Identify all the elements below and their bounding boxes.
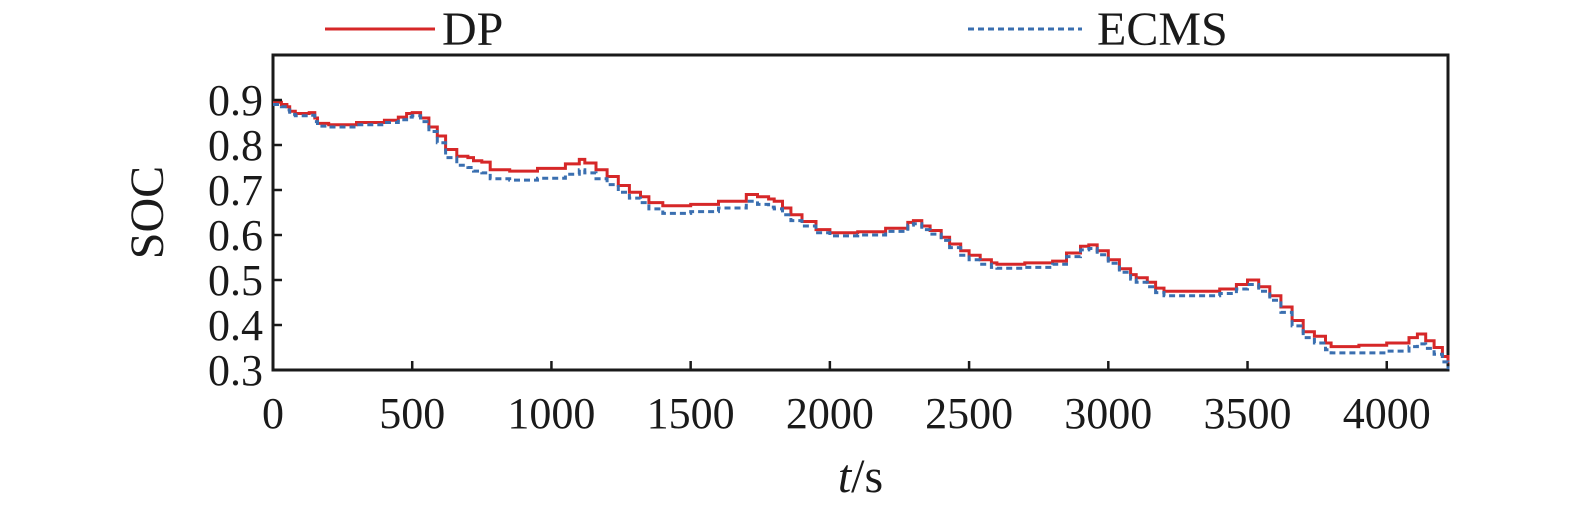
legend-entry-ecms: ECMS (968, 3, 1228, 56)
x-axis-label-unit: /s (851, 450, 883, 503)
series-line-dp (273, 100, 1450, 364)
y-tick-label: 0.4 (208, 301, 263, 350)
y-axis: 0.30.40.50.60.70.80.9 (208, 76, 282, 395)
x-tick-label: 3500 (1204, 389, 1292, 438)
y-tick-label: 0.6 (208, 211, 263, 260)
x-tick-label: 1000 (507, 389, 595, 438)
y-tick-label: 0.9 (208, 76, 263, 125)
x-axis-label-variable: t (838, 450, 853, 503)
series-layer (273, 100, 1450, 370)
x-tick-label: 4000 (1343, 389, 1431, 438)
x-axis: 0 500 1000 1500 2000 2500 3000 3500 4000 (262, 361, 1431, 438)
x-tick-label: 0 (262, 389, 284, 438)
y-tick-label: 0.5 (208, 256, 263, 305)
y-axis-label: SOC (121, 166, 174, 259)
x-tick-label: 2000 (786, 389, 874, 438)
y-tick-label: 0.8 (208, 121, 263, 170)
x-tick-label: 3000 (1064, 389, 1152, 438)
plot-frame (271, 53, 1450, 372)
series-line-ecms (273, 103, 1450, 370)
x-tick-label: 2500 (925, 389, 1013, 438)
y-tick-label: 0.7 (208, 166, 263, 215)
x-tick-label: 500 (379, 389, 445, 438)
x-tick-label: 1500 (647, 389, 735, 438)
legend-entry-dp: DP (325, 3, 503, 56)
legend-label: DP (442, 3, 503, 56)
y-tick-label: 0.3 (208, 346, 263, 395)
x-axis-label: t/s (838, 450, 883, 503)
legend: DP ECMS (325, 3, 1228, 56)
legend-label: ECMS (1097, 3, 1228, 56)
